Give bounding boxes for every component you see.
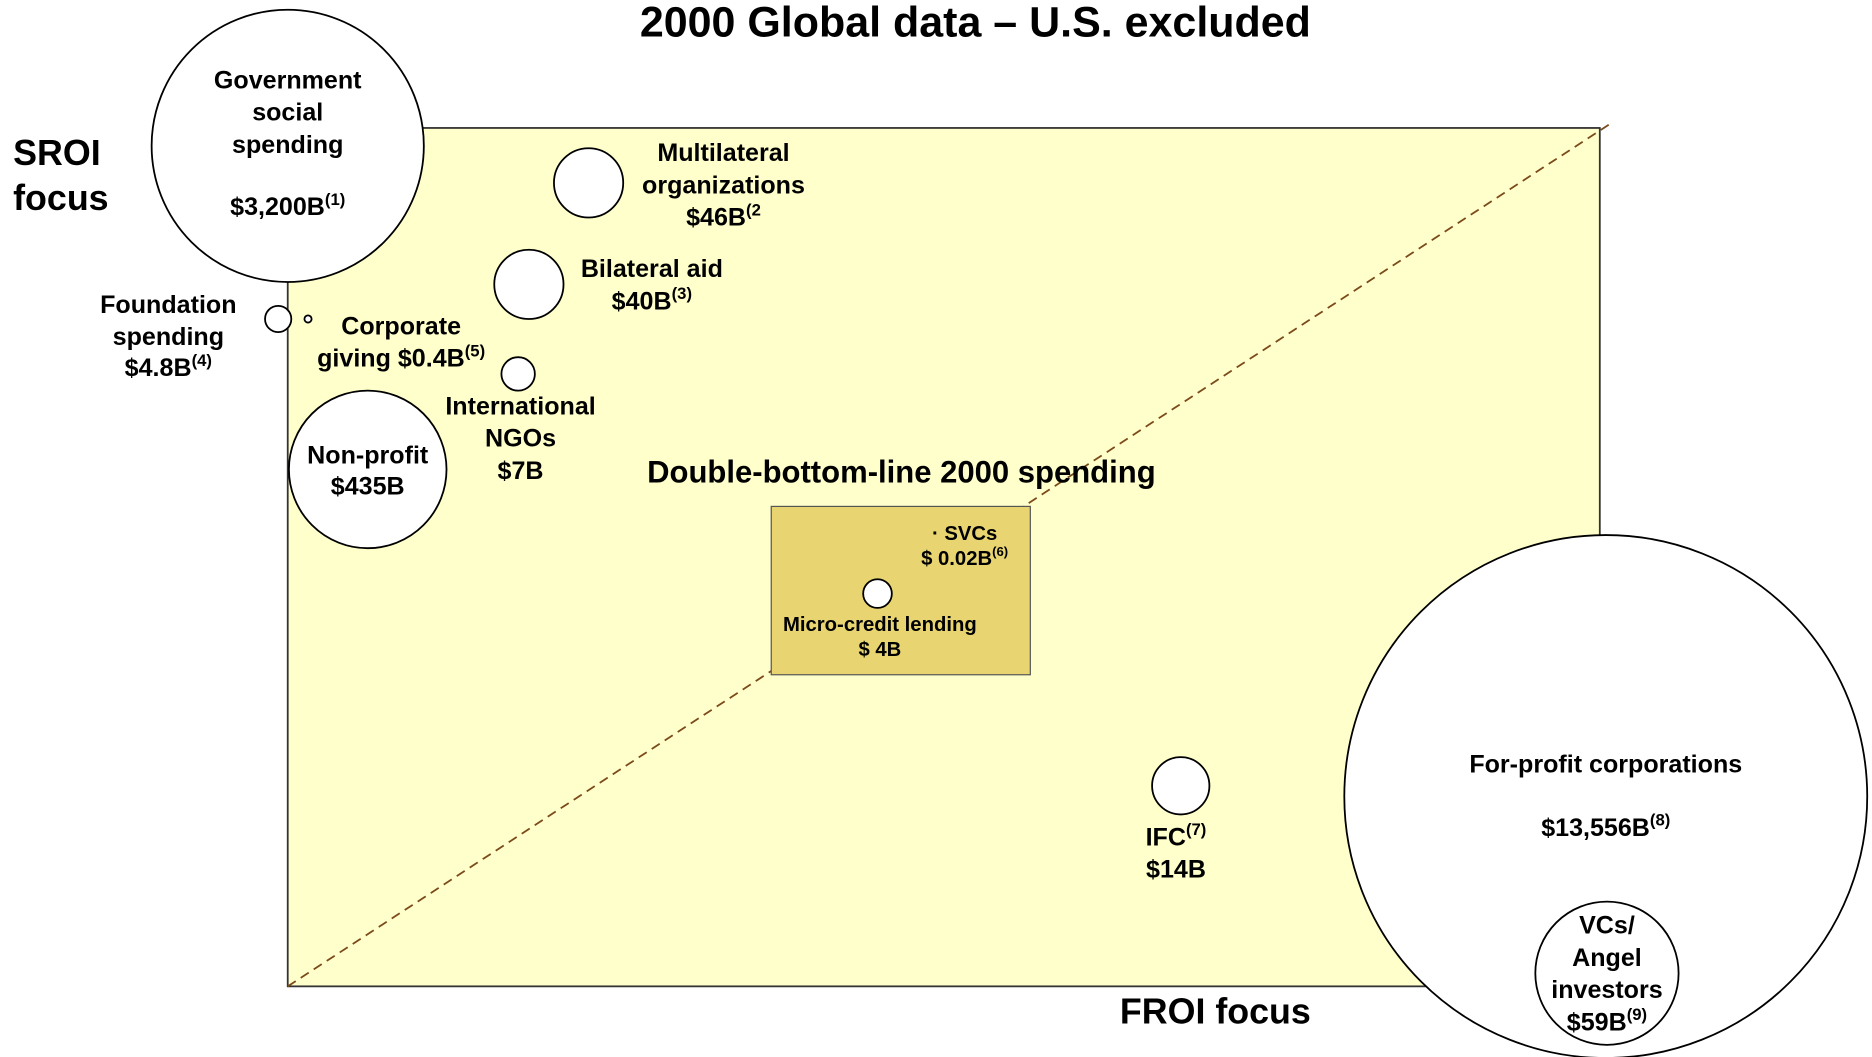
node-label: Foundation — [100, 290, 236, 318]
footnote: (5) — [465, 342, 485, 361]
node-label: Bilateral aid — [581, 255, 723, 283]
node-label: $40B(3) — [612, 285, 692, 315]
label-text: IFC — [1146, 823, 1186, 851]
bubble — [303, 314, 313, 324]
node-label: IFC(7) — [1146, 821, 1207, 851]
label-text: $13,556B — [1541, 813, 1650, 841]
node-label: spending — [113, 323, 224, 351]
bubble — [493, 248, 565, 320]
node-label: $7B — [498, 456, 544, 484]
node-label: $3,200B(1) — [230, 190, 345, 220]
label-text: Government — [214, 66, 362, 94]
label-text: $46B — [686, 203, 746, 231]
label-text: $435B — [331, 472, 405, 500]
footnote: (6) — [992, 544, 1008, 559]
label-text: NGOs — [485, 424, 556, 452]
node-label: Micro-credit lending — [783, 614, 977, 636]
label-text: Multilateral — [657, 139, 789, 167]
node-label: Non-profit — [307, 441, 429, 469]
label-text: $4.8B — [125, 354, 192, 382]
node-label: spending — [232, 130, 343, 158]
node-label: organizations — [642, 171, 805, 199]
node-label: $59B(9) — [1567, 1006, 1647, 1036]
node-label: NGOs — [485, 424, 556, 452]
footnote: (8) — [1650, 811, 1670, 830]
label-text: investors — [1551, 976, 1662, 1004]
footnote: (1) — [325, 190, 345, 209]
node-label: Multilateral — [657, 139, 789, 167]
bubble — [500, 356, 536, 392]
bubble — [264, 304, 293, 334]
node-label: Corporate — [341, 312, 461, 340]
label-text: $40B — [612, 287, 672, 315]
bubble — [1151, 756, 1211, 816]
label-text: International — [445, 392, 595, 420]
bubble — [288, 389, 448, 550]
dbl-box — [770, 505, 1031, 676]
node-label: investors — [1551, 976, 1662, 1004]
node-label: $ 0.02B(6) — [921, 544, 1008, 570]
bubble — [862, 578, 893, 609]
label-text: $3,200B — [230, 193, 325, 221]
box-label: Double-bottom-line 2000 spending — [647, 454, 1156, 489]
node-label: $4.8B(4) — [125, 351, 212, 381]
node-label: Angel — [1572, 944, 1642, 972]
bubble — [553, 147, 625, 219]
bubble — [1534, 900, 1680, 1046]
node-label: VCs/ — [1579, 911, 1635, 939]
footnote: (3) — [672, 285, 692, 304]
label-text: Angel — [1572, 944, 1642, 972]
label-text: spending — [113, 323, 224, 351]
title: 2000 Global data – U.S. excluded — [640, 0, 1311, 47]
y-axis-label: focus — [13, 178, 108, 218]
footnote: (9) — [1627, 1006, 1647, 1025]
label-text: · SVCs — [932, 523, 997, 545]
label-text: $59B — [1567, 1008, 1627, 1036]
bubble — [1343, 534, 1869, 1057]
label-text: $ 4B — [858, 639, 901, 661]
label-text: $7B — [498, 456, 544, 484]
label-text: giving $0.4B — [317, 344, 465, 372]
bubble — [150, 8, 425, 283]
label-text: Micro-credit lending — [783, 614, 977, 636]
node-label: $ 4B — [858, 639, 901, 661]
node-label: · SVCs — [932, 523, 997, 545]
label-text: For-profit corporations — [1469, 750, 1742, 778]
node-label: giving $0.4B(5) — [317, 342, 485, 372]
x-axis-label: FROI focus — [1120, 991, 1311, 1031]
label-text: social — [252, 98, 323, 126]
footnote: (4) — [192, 351, 212, 370]
node-label: International — [445, 392, 595, 420]
label-text: $14B — [1146, 855, 1206, 883]
node-label: $46B(2 — [686, 201, 761, 231]
node-label: social — [252, 98, 323, 126]
footnote: (7) — [1186, 821, 1206, 840]
label-text: VCs/ — [1579, 911, 1635, 939]
node-label: Government — [214, 66, 362, 94]
footnote: (2 — [746, 201, 761, 220]
label-text: Corporate — [341, 312, 461, 340]
node-label: $14B — [1146, 855, 1206, 883]
y-axis-label: SROI — [13, 133, 101, 173]
label-text: Foundation — [100, 290, 236, 318]
label-text: $ 0.02B — [921, 548, 992, 570]
node-label: $435B — [331, 472, 405, 500]
label-text: organizations — [642, 171, 805, 199]
node-label: $13,556B(8) — [1541, 811, 1670, 841]
label-text: Non-profit — [307, 441, 429, 469]
label-text: spending — [232, 130, 343, 158]
node-label: For-profit corporations — [1469, 750, 1742, 778]
label-text: Bilateral aid — [581, 255, 723, 283]
